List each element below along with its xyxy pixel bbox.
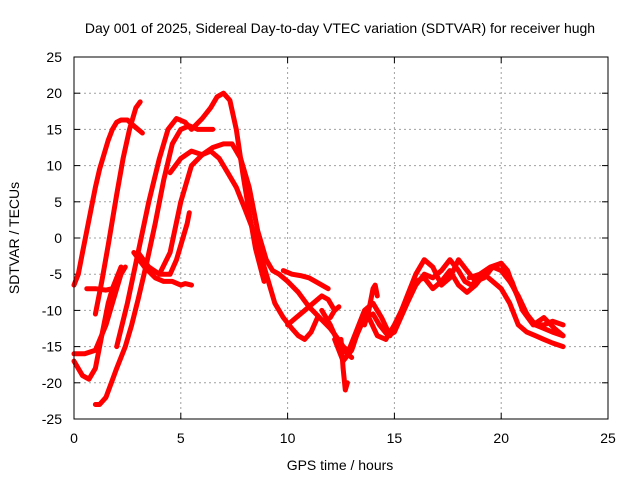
y-axis-label: SDTVAR / TECUs xyxy=(6,182,22,294)
axis-ticks: 0 5 10 15 20 25 -25 -20 -15 -10 -5 0 5 10 15 20 25 xyxy=(42,49,616,446)
chart-title: Day 001 of 2025, Sidereal Day-to-day VTE… xyxy=(85,20,595,36)
y-tick-label: -5 xyxy=(50,266,63,282)
y-tick-label: 20 xyxy=(46,85,62,101)
series-arc-10 xyxy=(156,141,355,360)
plot-frame xyxy=(73,56,609,420)
y-tick-label: 10 xyxy=(46,158,62,174)
data-series xyxy=(71,90,566,407)
series-arc-4 xyxy=(71,264,124,382)
x-tick-label: 0 xyxy=(70,430,78,446)
series-arc-17 xyxy=(466,260,566,339)
series-spike-1 xyxy=(338,336,350,393)
series-arc-9 xyxy=(135,210,192,277)
y-tick-label: -10 xyxy=(42,302,62,318)
x-tick-label: 15 xyxy=(387,430,403,446)
series-arc-5 xyxy=(71,264,128,357)
y-tick-label: 15 xyxy=(46,121,62,137)
x-tick-label: 10 xyxy=(280,430,296,446)
y-tick-label: -25 xyxy=(42,411,62,427)
series-arc-8 xyxy=(131,250,194,288)
y-tick-label: 5 xyxy=(54,194,62,210)
series-arc-3 xyxy=(92,123,216,407)
x-axis-label: GPS time / hours xyxy=(287,457,394,473)
series-spike-2 xyxy=(362,282,380,328)
y-tick-label: 0 xyxy=(54,230,62,246)
series-arc-11 xyxy=(167,148,320,342)
series-arc-12 xyxy=(280,268,331,292)
y-tick-label: 25 xyxy=(46,49,62,65)
y-tick-label: -15 xyxy=(42,339,62,355)
x-tick-label: 20 xyxy=(493,430,509,446)
series-arc-2 xyxy=(92,99,143,317)
y-tick-label: -20 xyxy=(42,375,62,391)
series-arc-1 xyxy=(71,117,145,288)
series-arc-13 xyxy=(285,293,338,328)
grid-lines xyxy=(74,57,608,419)
series-arc-6 xyxy=(84,286,115,293)
series-spike-3 xyxy=(327,304,342,321)
x-tick-label: 25 xyxy=(600,430,616,446)
x-tick-label: 5 xyxy=(177,430,185,446)
series-arc-15 xyxy=(332,268,566,364)
